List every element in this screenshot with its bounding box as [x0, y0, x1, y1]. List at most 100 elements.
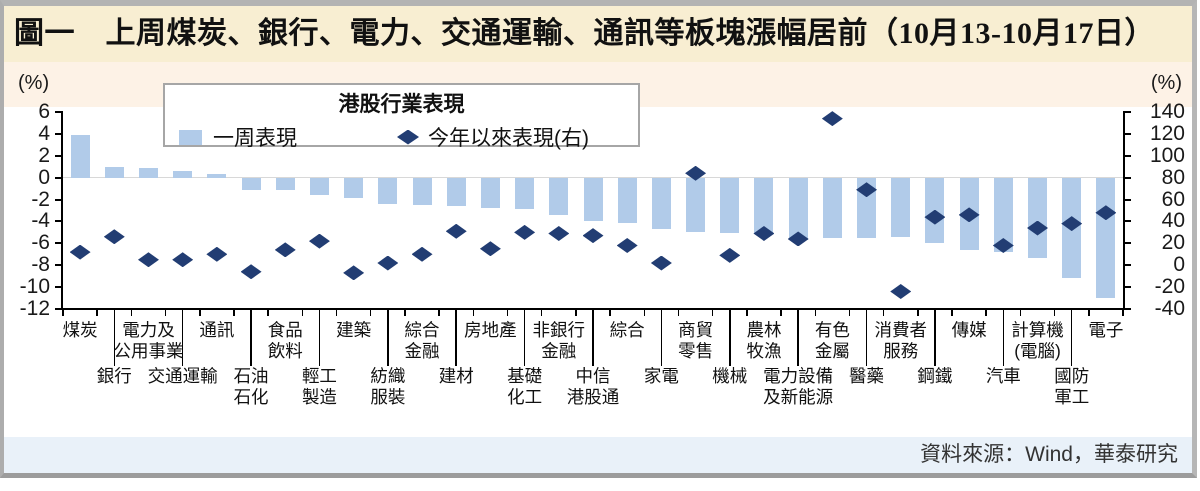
- x-label-divider: [387, 309, 389, 366]
- x-category-label-交通運輸: 交通運輸: [147, 366, 218, 386]
- x-label-divider: [729, 309, 731, 366]
- x-category-label-輕工製造: 輕工 製造: [301, 366, 337, 407]
- x-category-label-鋼鐵: 鋼鐵: [917, 366, 953, 386]
- legend-ytd-label: 今年以來表現(右): [428, 127, 589, 150]
- bar-計算機(電腦): [1028, 177, 1048, 258]
- x-label-divider: [523, 309, 526, 366]
- right-axis-tick: [1123, 242, 1131, 245]
- bar-紡織服裝: [378, 177, 398, 204]
- x-axis-tick: [1053, 309, 1056, 316]
- figure-title: 圖一 上周煤炭、銀行、電力、交通運輸、通訊等板塊漲幅居前（10月13-10月17…: [4, 6, 1192, 62]
- right-axis-tick: [1123, 176, 1131, 179]
- left-axis-tick-label: -8: [31, 253, 50, 277]
- week-bar-swatch-icon: [179, 129, 202, 145]
- x-label-divider: [934, 309, 936, 366]
- x-category-label-電子: 電子: [1088, 320, 1124, 340]
- left-axis-tick-label: 2: [38, 143, 50, 167]
- bar-交通運輸: [173, 171, 193, 178]
- x-category-label-房地產: 房地產: [464, 320, 517, 340]
- x-axis-tick: [233, 309, 235, 316]
- legend-item-week: 一周表現: [179, 122, 397, 152]
- right-axis-unit: (%): [1150, 72, 1182, 94]
- ytd-diamond-農林牧漁: [753, 225, 775, 241]
- x-axis-tick: [199, 309, 201, 316]
- ytd-diamond-電力及公用事業: [137, 252, 159, 268]
- x-category-label-綜合: 綜合: [609, 320, 645, 340]
- right-axis-tick: [1123, 220, 1131, 223]
- x-category-label-基礎化工: 基礎 化工: [507, 366, 543, 407]
- bar-建築: [344, 177, 364, 199]
- x-axis-tick: [404, 309, 406, 316]
- bar-輕工製造: [309, 177, 329, 196]
- bar-基礎化工: [515, 177, 535, 210]
- x-axis-tick: [472, 309, 475, 316]
- x-category-label-傳媒: 傳媒: [951, 320, 987, 340]
- x-axis-tick: [882, 309, 885, 316]
- x-category-label-綜合金融: 綜合 金融: [404, 320, 440, 361]
- ytd-diamond-石油石化: [240, 264, 262, 280]
- right-axis-tick-label: -20: [1154, 275, 1185, 299]
- bar-煤炭: [70, 134, 90, 178]
- x-label-divider: [181, 309, 184, 366]
- ytd-diamond-商貿零售: [685, 165, 707, 181]
- bar-非銀行金融: [549, 177, 569, 215]
- x-axis-tick: [643, 309, 646, 316]
- x-label-divider: [318, 309, 321, 366]
- left-axis-line: [61, 112, 63, 310]
- left-axis-tick: [55, 132, 63, 135]
- ytd-diamond-建築: [343, 265, 365, 281]
- x-category-label-商貿零售: 商貿 零售: [678, 320, 714, 361]
- x-category-label-中信港股通: 中信 港股通: [566, 366, 620, 407]
- right-axis-tick: [1123, 286, 1131, 289]
- ytd-diamond-計算機(電腦): [1027, 220, 1049, 236]
- x-axis-tick: [438, 309, 440, 316]
- bar-商貿零售: [686, 177, 706, 233]
- x-category-label-銀行: 銀行: [96, 366, 132, 386]
- left-axis-tick-label: -4: [31, 209, 50, 233]
- x-label-divider: [1070, 309, 1073, 366]
- ytd-diamond-電力設備及新能源: [787, 231, 809, 247]
- x-axis-tick: [609, 309, 611, 316]
- right-axis-tick-label: 120: [1149, 121, 1185, 145]
- plot-area: 6 4 2 0 -2 -4 -6 -8 -10 -12 140 120 100 80 60 40 20 0 -20-…: [20, 100, 1185, 407]
- ytd-diamond-輕工製造: [308, 233, 330, 249]
- right-axis-line: [1123, 112, 1125, 310]
- right-axis-tick: [1123, 308, 1131, 310]
- x-axis-tick: [506, 309, 509, 316]
- ytd-diamond-食品飲料: [274, 242, 296, 258]
- bar-電子: [1096, 177, 1116, 299]
- x-axis-tick: [1088, 309, 1090, 316]
- left-axis-tick: [55, 176, 63, 179]
- x-label-divider: [455, 309, 457, 366]
- x-category-label-通訊: 通訊: [199, 320, 235, 340]
- x-axis-tick: [369, 309, 372, 316]
- x-axis-tick: [985, 309, 987, 316]
- x-label-divider: [592, 309, 594, 366]
- right-axis-tick-label: 80: [1161, 165, 1185, 189]
- ytd-diamond-通訊: [206, 246, 228, 262]
- bar-消費者服務: [891, 177, 911, 237]
- x-category-label-醫藥: 醫藥: [849, 366, 885, 386]
- x-category-label-建築: 建築: [336, 320, 372, 340]
- x-category-label-有色金屬: 有色 金屬: [814, 320, 850, 361]
- right-axis-tick: [1123, 132, 1131, 135]
- x-category-label-機械: 機械: [712, 366, 748, 386]
- left-axis-tick-label: 6: [38, 100, 50, 123]
- left-axis-tick: [55, 286, 63, 289]
- left-axis-tick-label: -6: [31, 231, 50, 255]
- x-category-label-非銀行金融: 非銀行 金融: [532, 320, 586, 361]
- bar-有色金屬: [822, 177, 842, 238]
- x-axis-tick: [917, 309, 919, 316]
- ytd-diamond-國防軍工: [1061, 216, 1083, 232]
- x-axis-tick: [540, 309, 543, 316]
- x-axis-tick: [746, 309, 748, 316]
- bar-通訊: [207, 174, 227, 178]
- right-axis-tick-label: 60: [1161, 187, 1185, 211]
- x-category-label-煤炭: 煤炭: [62, 320, 98, 340]
- x-axis-tick: [62, 309, 64, 316]
- ytd-diamond-非銀行金融: [548, 225, 570, 241]
- right-axis-tick: [1123, 111, 1131, 113]
- bar-綜合: [617, 177, 637, 223]
- x-category-label-農林牧漁: 農林 牧漁: [746, 320, 782, 361]
